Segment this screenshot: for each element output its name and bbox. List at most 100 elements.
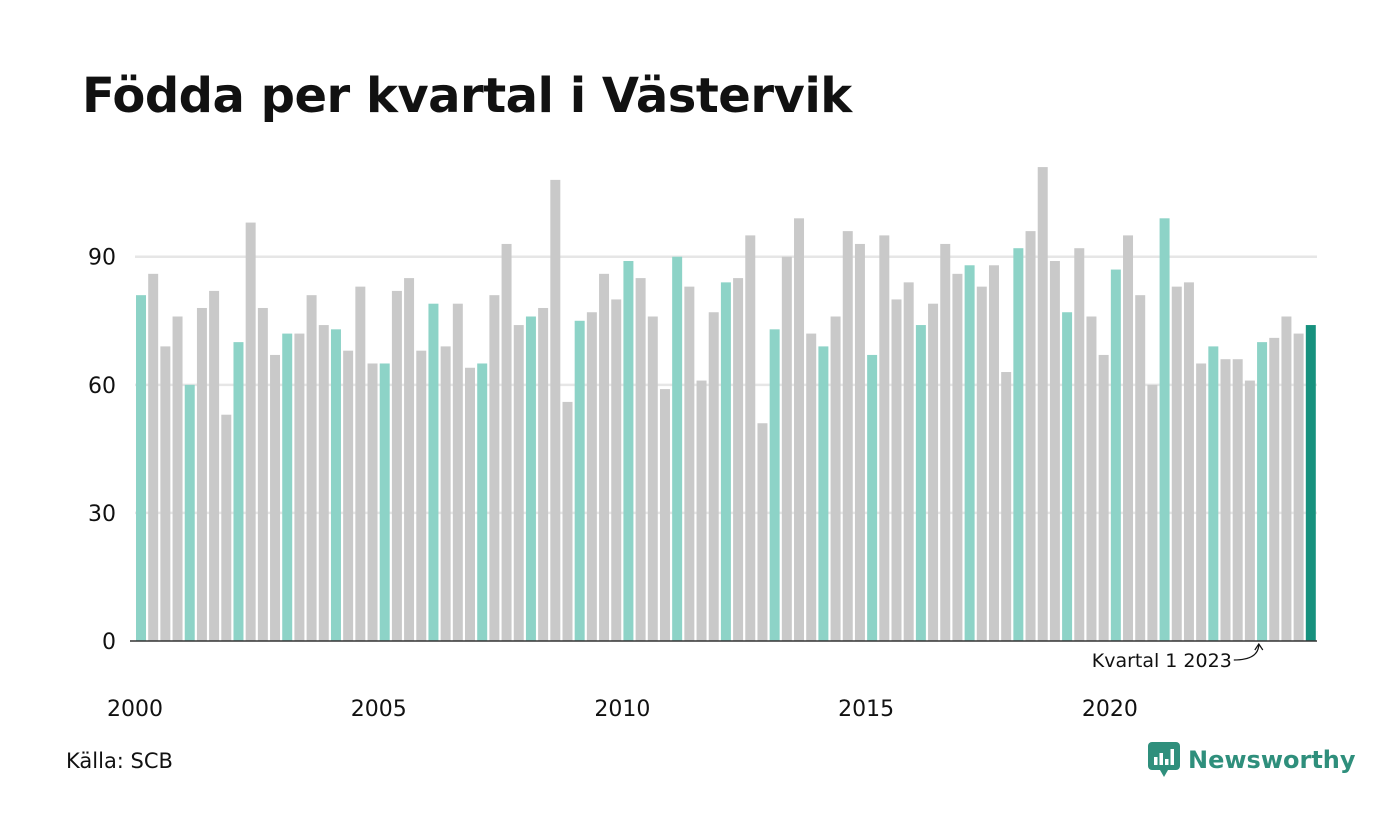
- bar: [854, 243, 865, 641]
- bar: [1159, 218, 1170, 641]
- bar: [379, 363, 390, 641]
- bar: [440, 346, 451, 641]
- bar: [245, 222, 256, 641]
- bar: [635, 278, 646, 641]
- x-tick-label: 2000: [107, 697, 163, 722]
- bar: [1196, 363, 1207, 641]
- bar: [525, 316, 536, 641]
- bar: [891, 299, 902, 641]
- bar: [1269, 337, 1280, 641]
- x-tick-label: 2005: [351, 697, 407, 722]
- bar: [160, 346, 171, 641]
- brand-logo: Newsworthy: [1148, 742, 1356, 778]
- annotation: Kvartal 1 2023: [1092, 642, 1264, 672]
- brand-name: Newsworthy: [1188, 746, 1356, 774]
- bar: [1123, 235, 1134, 641]
- source-label: Källa: SCB: [66, 749, 173, 773]
- bar: [647, 316, 658, 641]
- bar: [940, 243, 951, 641]
- bar: [1049, 261, 1060, 641]
- bar: [428, 303, 439, 641]
- bar: [574, 320, 585, 641]
- y-tick-label: 30: [88, 502, 116, 527]
- bar: [623, 261, 634, 641]
- bar: [781, 256, 792, 641]
- bar: [1062, 312, 1073, 641]
- bar: [1293, 333, 1304, 641]
- bar: [952, 273, 963, 641]
- bar: [928, 303, 939, 641]
- bar: [221, 414, 232, 641]
- bar: [513, 325, 524, 641]
- bar: [818, 346, 829, 641]
- bar: [757, 423, 768, 641]
- bar: [233, 342, 244, 641]
- bar: [684, 286, 695, 641]
- bar: [550, 179, 561, 641]
- bar: [1208, 346, 1219, 641]
- bar: [1171, 286, 1182, 641]
- bar: [1001, 372, 1012, 641]
- bar: [599, 273, 610, 641]
- bar: [257, 307, 268, 641]
- bar: [1281, 316, 1292, 641]
- bar: [586, 312, 597, 641]
- bar: [1232, 359, 1243, 641]
- bar: [720, 282, 731, 641]
- bar: [148, 273, 159, 641]
- bar: [1037, 167, 1048, 641]
- annotation-arrowhead: [1254, 642, 1264, 651]
- axes: 0 30 60 90 2000 2005 2010 2015 2020: [88, 246, 1317, 722]
- annotation-arrow: [1233, 643, 1260, 661]
- y-tick-label: 60: [88, 374, 116, 399]
- bar: [659, 389, 670, 641]
- bar: [611, 299, 622, 641]
- bar: [282, 333, 293, 641]
- bar: [1086, 316, 1097, 641]
- bar: [769, 329, 780, 641]
- bar: [136, 295, 146, 641]
- bar: [501, 243, 512, 641]
- chart-title: Födda per kvartal i Västervik: [82, 68, 852, 124]
- bar: [172, 316, 183, 641]
- bar: [367, 363, 378, 641]
- y-tick-label: 90: [88, 246, 116, 271]
- bar: [184, 384, 195, 641]
- bar: [879, 235, 890, 641]
- bar: [867, 354, 878, 641]
- y-tick-label: 0: [102, 630, 116, 655]
- bar: [794, 218, 805, 641]
- bar: [964, 265, 975, 641]
- bar: [1220, 359, 1231, 641]
- bar: [830, 316, 841, 641]
- bar: [733, 278, 744, 641]
- bar: [196, 307, 207, 641]
- bar: [1147, 384, 1158, 641]
- newsworthy-logo-icon: [1148, 742, 1180, 777]
- bar: [708, 312, 719, 641]
- bar: [465, 367, 475, 641]
- bar: [562, 401, 573, 641]
- bar: [1013, 248, 1024, 641]
- bar: [1025, 231, 1036, 641]
- bar: [404, 278, 415, 641]
- bars: [136, 167, 1316, 641]
- bar: [209, 290, 220, 641]
- bar: [672, 256, 683, 641]
- bar: [1135, 295, 1146, 641]
- bar: [1257, 342, 1268, 641]
- bar: [903, 282, 914, 641]
- bar: [452, 303, 463, 641]
- bar: [1183, 282, 1194, 641]
- bar: [696, 380, 707, 641]
- bar: [318, 325, 329, 641]
- bar: [1074, 248, 1085, 641]
- bar: [1244, 380, 1255, 641]
- bar: [915, 325, 926, 641]
- bar: [355, 286, 366, 641]
- bar: [489, 295, 500, 641]
- annotation-label: Kvartal 1 2023: [1092, 650, 1232, 672]
- bar: [806, 333, 817, 641]
- bar: [988, 265, 999, 641]
- bar: [306, 295, 317, 641]
